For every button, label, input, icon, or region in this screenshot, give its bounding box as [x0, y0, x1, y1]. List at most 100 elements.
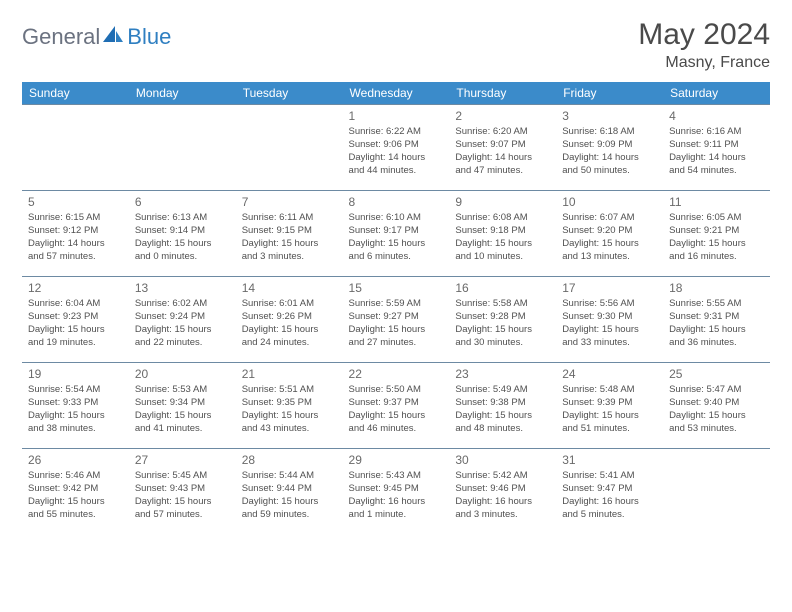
weekday-header: Tuesday — [236, 82, 343, 105]
calendar-week-row: 1Sunrise: 6:22 AMSunset: 9:06 PMDaylight… — [22, 105, 770, 191]
sunrise-line: Sunrise: 5:49 AM — [455, 384, 550, 397]
sunrise-line: Sunrise: 6:04 AM — [28, 298, 123, 311]
sunrise-line: Sunrise: 6:01 AM — [242, 298, 337, 311]
sunrise-line: Sunrise: 5:42 AM — [455, 470, 550, 483]
calendar-day-cell — [129, 105, 236, 191]
sunrise-line: Sunrise: 6:08 AM — [455, 212, 550, 225]
calendar-day-cell: 12Sunrise: 6:04 AMSunset: 9:23 PMDayligh… — [22, 277, 129, 363]
sunset-line: Sunset: 9:46 PM — [455, 483, 550, 496]
calendar-week-row: 19Sunrise: 5:54 AMSunset: 9:33 PMDayligh… — [22, 363, 770, 449]
header: General Blue May 2024 Masny, France — [22, 18, 770, 72]
daylight-line: Daylight: 16 hours and 3 minutes. — [455, 496, 550, 522]
calendar-day-cell: 16Sunrise: 5:58 AMSunset: 9:28 PMDayligh… — [449, 277, 556, 363]
day-number: 7 — [242, 194, 337, 210]
weekday-header: Monday — [129, 82, 236, 105]
calendar-day-cell: 27Sunrise: 5:45 AMSunset: 9:43 PMDayligh… — [129, 449, 236, 535]
daylight-line: Daylight: 14 hours and 50 minutes. — [562, 152, 657, 178]
daylight-line: Daylight: 15 hours and 27 minutes. — [349, 324, 444, 350]
calendar-day-cell — [22, 105, 129, 191]
sunrise-line: Sunrise: 5:43 AM — [349, 470, 444, 483]
day-number: 9 — [455, 194, 550, 210]
day-number: 10 — [562, 194, 657, 210]
calendar-day-cell: 30Sunrise: 5:42 AMSunset: 9:46 PMDayligh… — [449, 449, 556, 535]
calendar-day-cell: 23Sunrise: 5:49 AMSunset: 9:38 PMDayligh… — [449, 363, 556, 449]
day-number: 25 — [669, 366, 764, 382]
daylight-line: Daylight: 14 hours and 57 minutes. — [28, 238, 123, 264]
daylight-line: Daylight: 14 hours and 54 minutes. — [669, 152, 764, 178]
daylight-line: Daylight: 15 hours and 30 minutes. — [455, 324, 550, 350]
sunrise-line: Sunrise: 5:51 AM — [242, 384, 337, 397]
calendar-day-cell: 24Sunrise: 5:48 AMSunset: 9:39 PMDayligh… — [556, 363, 663, 449]
calendar-day-cell: 9Sunrise: 6:08 AMSunset: 9:18 PMDaylight… — [449, 191, 556, 277]
sunset-line: Sunset: 9:40 PM — [669, 397, 764, 410]
sunset-line: Sunset: 9:14 PM — [135, 225, 230, 238]
sunrise-line: Sunrise: 6:11 AM — [242, 212, 337, 225]
sunset-line: Sunset: 9:15 PM — [242, 225, 337, 238]
logo-text-general: General — [22, 24, 100, 50]
sunrise-line: Sunrise: 5:54 AM — [28, 384, 123, 397]
sunrise-line: Sunrise: 6:05 AM — [669, 212, 764, 225]
sunset-line: Sunset: 9:21 PM — [669, 225, 764, 238]
daylight-line: Daylight: 15 hours and 33 minutes. — [562, 324, 657, 350]
sunrise-line: Sunrise: 6:15 AM — [28, 212, 123, 225]
day-number: 11 — [669, 194, 764, 210]
daylight-line: Daylight: 15 hours and 22 minutes. — [135, 324, 230, 350]
sunset-line: Sunset: 9:31 PM — [669, 311, 764, 324]
calendar-day-cell: 25Sunrise: 5:47 AMSunset: 9:40 PMDayligh… — [663, 363, 770, 449]
calendar-week-row: 12Sunrise: 6:04 AMSunset: 9:23 PMDayligh… — [22, 277, 770, 363]
sunset-line: Sunset: 9:28 PM — [455, 311, 550, 324]
day-number: 23 — [455, 366, 550, 382]
sunset-line: Sunset: 9:35 PM — [242, 397, 337, 410]
sunset-line: Sunset: 9:45 PM — [349, 483, 444, 496]
sunrise-line: Sunrise: 6:16 AM — [669, 126, 764, 139]
sunset-line: Sunset: 9:09 PM — [562, 139, 657, 152]
day-number: 8 — [349, 194, 444, 210]
day-number: 24 — [562, 366, 657, 382]
sunset-line: Sunset: 9:24 PM — [135, 311, 230, 324]
day-number: 20 — [135, 366, 230, 382]
daylight-line: Daylight: 16 hours and 1 minute. — [349, 496, 444, 522]
daylight-line: Daylight: 15 hours and 6 minutes. — [349, 238, 444, 264]
day-number: 6 — [135, 194, 230, 210]
sunrise-line: Sunrise: 5:53 AM — [135, 384, 230, 397]
calendar-day-cell: 3Sunrise: 6:18 AMSunset: 9:09 PMDaylight… — [556, 105, 663, 191]
day-number: 26 — [28, 452, 123, 468]
calendar-body: 1Sunrise: 6:22 AMSunset: 9:06 PMDaylight… — [22, 105, 770, 535]
calendar-week-row: 5Sunrise: 6:15 AMSunset: 9:12 PMDaylight… — [22, 191, 770, 277]
sail-icon — [103, 26, 123, 49]
sunset-line: Sunset: 9:23 PM — [28, 311, 123, 324]
calendar-day-cell: 28Sunrise: 5:44 AMSunset: 9:44 PMDayligh… — [236, 449, 343, 535]
sunrise-line: Sunrise: 6:18 AM — [562, 126, 657, 139]
daylight-line: Daylight: 14 hours and 44 minutes. — [349, 152, 444, 178]
calendar-table: SundayMondayTuesdayWednesdayThursdayFrid… — [22, 82, 770, 535]
calendar-day-cell: 26Sunrise: 5:46 AMSunset: 9:42 PMDayligh… — [22, 449, 129, 535]
day-number: 5 — [28, 194, 123, 210]
day-number: 15 — [349, 280, 444, 296]
calendar-day-cell: 2Sunrise: 6:20 AMSunset: 9:07 PMDaylight… — [449, 105, 556, 191]
day-number: 19 — [28, 366, 123, 382]
calendar-day-cell: 10Sunrise: 6:07 AMSunset: 9:20 PMDayligh… — [556, 191, 663, 277]
sunset-line: Sunset: 9:44 PM — [242, 483, 337, 496]
sunset-line: Sunset: 9:34 PM — [135, 397, 230, 410]
calendar-day-cell: 7Sunrise: 6:11 AMSunset: 9:15 PMDaylight… — [236, 191, 343, 277]
sunrise-line: Sunrise: 5:48 AM — [562, 384, 657, 397]
sunrise-line: Sunrise: 5:50 AM — [349, 384, 444, 397]
sunrise-line: Sunrise: 5:46 AM — [28, 470, 123, 483]
calendar-day-cell — [236, 105, 343, 191]
daylight-line: Daylight: 15 hours and 16 minutes. — [669, 238, 764, 264]
weekday-header: Sunday — [22, 82, 129, 105]
sunset-line: Sunset: 9:30 PM — [562, 311, 657, 324]
calendar-day-cell: 5Sunrise: 6:15 AMSunset: 9:12 PMDaylight… — [22, 191, 129, 277]
location-subtitle: Masny, France — [638, 54, 770, 72]
calendar-page: General Blue May 2024 Masny, France Sund… — [0, 0, 792, 553]
calendar-day-cell: 13Sunrise: 6:02 AMSunset: 9:24 PMDayligh… — [129, 277, 236, 363]
weekday-header-row: SundayMondayTuesdayWednesdayThursdayFrid… — [22, 82, 770, 105]
sunrise-line: Sunrise: 5:56 AM — [562, 298, 657, 311]
day-number: 29 — [349, 452, 444, 468]
calendar-day-cell: 8Sunrise: 6:10 AMSunset: 9:17 PMDaylight… — [343, 191, 450, 277]
sunrise-line: Sunrise: 6:22 AM — [349, 126, 444, 139]
sunset-line: Sunset: 9:38 PM — [455, 397, 550, 410]
daylight-line: Daylight: 15 hours and 51 minutes. — [562, 410, 657, 436]
daylight-line: Daylight: 15 hours and 59 minutes. — [242, 496, 337, 522]
calendar-day-cell: 15Sunrise: 5:59 AMSunset: 9:27 PMDayligh… — [343, 277, 450, 363]
